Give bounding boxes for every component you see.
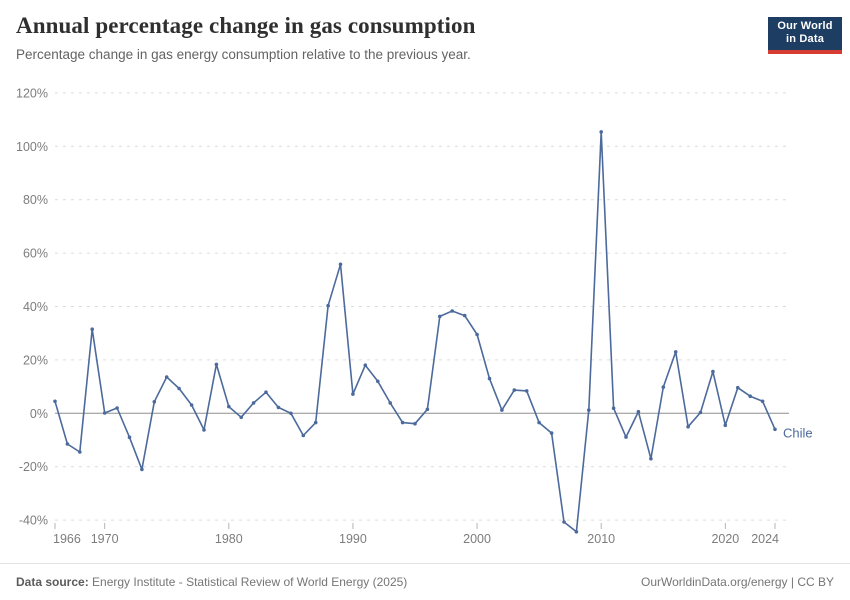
data-point[interactable] — [512, 388, 517, 392]
data-point[interactable] — [351, 392, 355, 396]
data-source-text: Energy Institute - Statistical Review of… — [88, 575, 408, 589]
y-tick-label: 0% — [30, 407, 48, 421]
data-point[interactable] — [500, 408, 504, 412]
data-point[interactable] — [65, 442, 70, 446]
data-point[interactable] — [673, 350, 678, 354]
data-point[interactable] — [338, 262, 343, 267]
data-point[interactable] — [462, 313, 467, 318]
data-point[interactable] — [313, 420, 318, 425]
x-tick-label: 1990 — [339, 532, 367, 546]
data-point[interactable] — [549, 431, 554, 435]
data-point[interactable] — [400, 420, 405, 425]
data-point[interactable] — [189, 403, 194, 407]
y-tick-label: 80% — [23, 193, 48, 207]
data-point[interactable] — [475, 332, 479, 337]
data-point[interactable] — [239, 415, 243, 420]
y-tick-label: 120% — [16, 86, 48, 100]
y-tick-label: 20% — [23, 353, 48, 367]
data-point[interactable] — [376, 379, 380, 384]
data-point[interactable] — [326, 303, 330, 308]
data-point[interactable] — [748, 394, 752, 399]
y-tick-label: -40% — [19, 514, 48, 528]
data-point[interactable] — [698, 410, 703, 415]
data-point[interactable] — [276, 405, 281, 410]
chart-footer: Data source: Energy Institute - Statisti… — [0, 563, 850, 600]
data-point[interactable] — [636, 409, 641, 414]
data-point[interactable] — [127, 435, 132, 440]
data-point[interactable] — [686, 424, 690, 429]
data-point[interactable] — [140, 467, 144, 472]
data-point[interactable] — [438, 314, 442, 319]
data-point[interactable] — [736, 385, 740, 390]
data-point[interactable] — [251, 401, 256, 405]
x-tick-label: 1980 — [215, 532, 243, 546]
data-point[interactable] — [773, 427, 777, 432]
data-point[interactable] — [388, 401, 393, 405]
owid-logo-line2: in Data — [785, 33, 825, 46]
series-label-chile: Chile — [783, 425, 813, 440]
data-source-label: Data source: — [16, 575, 89, 589]
data-point[interactable] — [152, 400, 157, 404]
data-point[interactable] — [202, 428, 206, 432]
data-point[interactable] — [711, 369, 715, 374]
data-point[interactable] — [723, 423, 728, 428]
data-point[interactable] — [53, 399, 57, 404]
line-chart[interactable]: 120% 100% 80% 60% 40% 20% 0% -20% -40% 1966 1970 19… — [0, 0, 850, 563]
data-point[interactable] — [177, 386, 181, 391]
data-point[interactable] — [611, 406, 616, 411]
data-point[interactable] — [760, 399, 765, 404]
data-point[interactable] — [227, 404, 231, 409]
data-point[interactable] — [562, 520, 566, 524]
data-point[interactable] — [413, 421, 417, 426]
chile-line[interactable] — [54, 131, 776, 533]
chart-header: Annual percentage change in gas consumpt… — [16, 12, 754, 63]
y-tick-label: 40% — [23, 300, 48, 314]
x-tick-label: 2020 — [711, 532, 739, 546]
data-point[interactable] — [649, 456, 653, 461]
data-point[interactable] — [425, 407, 430, 412]
chart-subtitle: Percentage change in gas energy consumpt… — [16, 46, 471, 62]
data-point[interactable] — [661, 385, 666, 389]
x-tick-label: 1966 — [53, 532, 81, 546]
x-tick-label: 1970 — [91, 532, 119, 546]
data-point[interactable] — [487, 376, 492, 381]
data-point[interactable] — [214, 362, 219, 367]
data-point[interactable] — [450, 309, 455, 313]
data-point[interactable] — [164, 375, 169, 379]
x-tick-label: 2010 — [587, 532, 615, 546]
data-point[interactable] — [537, 420, 541, 425]
data-point[interactable] — [90, 327, 94, 332]
page-title: Annual percentage change in gas consumpt… — [16, 13, 476, 38]
owid-logo[interactable]: Our World in Data — [768, 17, 842, 54]
y-tick-label: 100% — [16, 140, 48, 154]
data-point[interactable] — [524, 389, 529, 393]
x-tick-label: 2000 — [463, 532, 491, 546]
data-point[interactable] — [289, 411, 293, 416]
data-point[interactable] — [599, 130, 603, 134]
data-point[interactable] — [574, 530, 579, 534]
data-point[interactable] — [587, 408, 591, 412]
data-point[interactable] — [301, 433, 306, 438]
data-point[interactable] — [264, 390, 268, 395]
data-point[interactable] — [102, 411, 107, 415]
footer-link[interactable]: OurWorldinData.org/energy | CC BY — [641, 575, 834, 589]
data-point[interactable] — [115, 406, 119, 410]
data-point[interactable] — [624, 435, 628, 439]
data-source: Data source: Energy Institute - Statisti… — [16, 575, 407, 589]
owid-logo-line1: Our World — [777, 20, 833, 32]
y-tick-label: 60% — [23, 247, 48, 261]
data-point[interactable] — [78, 450, 82, 454]
x-tick-label: 2024 — [751, 532, 779, 546]
y-tick-label: -20% — [19, 460, 48, 474]
data-point[interactable] — [363, 363, 368, 368]
